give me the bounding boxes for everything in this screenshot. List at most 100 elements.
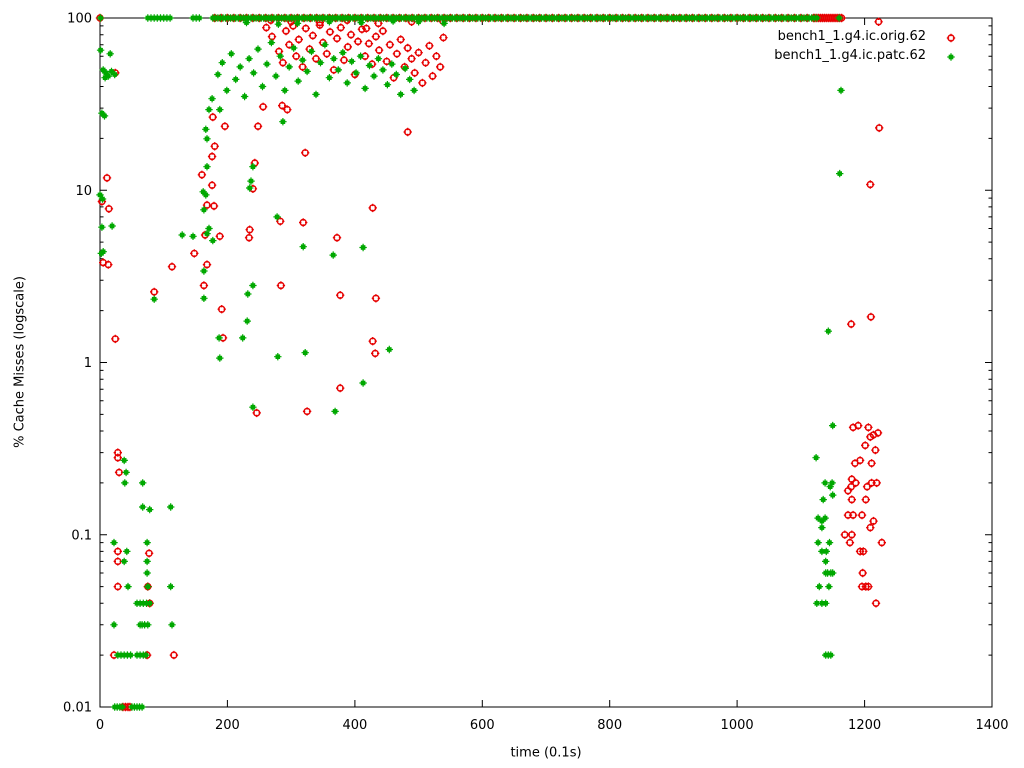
- data-point-patc: [815, 582, 823, 591]
- data-point-patc: [249, 69, 258, 77]
- data-point-patc: [123, 547, 131, 556]
- data-point-orig: [292, 52, 301, 61]
- data-point-patc: [195, 14, 204, 22]
- data-point-patc: [374, 55, 383, 63]
- data-point-patc: [329, 251, 337, 259]
- data-point-orig: [276, 281, 286, 290]
- data-point-patc: [118, 703, 126, 711]
- data-point-orig: [278, 101, 287, 110]
- data-point-orig: [866, 312, 876, 322]
- data-point-patc: [249, 163, 257, 171]
- data-point-patc: [205, 105, 213, 114]
- data-point-orig: [845, 538, 855, 547]
- data-point-orig: [382, 57, 391, 66]
- data-point-patc: [205, 224, 213, 233]
- data-point-orig: [144, 549, 154, 558]
- data-point-orig: [871, 599, 881, 608]
- data-point-orig: [104, 260, 113, 269]
- data-point-orig: [857, 510, 867, 520]
- data-point-orig: [113, 453, 122, 462]
- data-point-patc: [321, 41, 329, 49]
- data-point-orig: [843, 486, 853, 495]
- data-point-orig: [864, 423, 873, 432]
- data-point-orig: [862, 482, 872, 491]
- data-point-patc: [249, 281, 257, 290]
- data-point-patc: [397, 90, 405, 99]
- data-point-orig: [858, 568, 867, 578]
- data-point-orig: [871, 445, 880, 455]
- data-point-patc: [106, 50, 114, 58]
- data-point-patc: [330, 55, 338, 63]
- y-tick-label: 10: [75, 184, 92, 199]
- legend-entry-orig: bench1_1.g4.ic.orig.62: [640, 27, 960, 46]
- data-point-orig: [877, 538, 886, 547]
- data-point-patc: [98, 223, 106, 231]
- data-point-orig: [364, 39, 374, 48]
- data-point-patc: [124, 582, 132, 591]
- legend: bench1_1.g4.ic.orig.62 bench1_1.g4.ic.pa…: [640, 27, 960, 65]
- data-point-orig: [336, 291, 345, 300]
- data-point-orig: [872, 478, 881, 488]
- data-point-patc: [370, 72, 378, 80]
- data-point-orig: [403, 43, 412, 53]
- data-point-orig: [371, 294, 381, 303]
- data-point-patc: [98, 195, 107, 203]
- data-point-patc: [209, 236, 217, 245]
- data-point-patc: [410, 86, 418, 95]
- data-point-patc: [812, 454, 820, 462]
- data-point-patc: [223, 86, 231, 95]
- data-point-patc: [227, 50, 235, 58]
- data-point-orig: [311, 54, 321, 63]
- data-point-patc: [267, 38, 276, 47]
- data-point-orig: [847, 475, 856, 484]
- data-point-orig: [847, 495, 856, 504]
- data-point-patc: [139, 503, 147, 511]
- data-point-patc: [819, 495, 827, 504]
- data-point-patc: [218, 59, 226, 67]
- plot-border: [99, 17, 993, 708]
- data-point-orig: [332, 233, 342, 242]
- data-point-patc: [203, 229, 211, 238]
- data-point-orig: [167, 262, 177, 271]
- data-point-orig: [873, 428, 883, 438]
- data-point-orig: [410, 68, 419, 78]
- x-tick-label: 1400: [975, 718, 1008, 733]
- data-point-orig: [302, 407, 312, 416]
- data-point-patc: [101, 74, 109, 82]
- data-point-patc: [359, 379, 367, 387]
- data-point-patc: [414, 18, 423, 26]
- data-point-orig: [220, 122, 230, 131]
- data-point-orig: [262, 23, 271, 32]
- data-point-patc: [813, 14, 821, 22]
- data-point-orig: [861, 582, 870, 591]
- data-point-patc: [814, 514, 822, 522]
- data-point-orig: [199, 281, 209, 290]
- data-point-patc: [331, 407, 339, 416]
- data-point-orig: [308, 31, 317, 40]
- data-point-patc: [214, 70, 222, 79]
- data-point-orig: [253, 122, 263, 131]
- data-point-orig: [866, 180, 875, 189]
- data-point-orig: [368, 337, 377, 346]
- data-point-orig: [362, 24, 371, 33]
- data-point-patc: [818, 523, 826, 532]
- data-point-patc: [247, 177, 255, 185]
- data-point-patc: [825, 582, 833, 591]
- data-point-patc: [385, 345, 393, 354]
- data-point-orig: [322, 49, 331, 58]
- data-point-patc: [144, 582, 152, 591]
- data-point-patc: [274, 20, 283, 28]
- y-tick-label: 100: [67, 12, 92, 27]
- data-point-patc: [279, 118, 287, 126]
- data-point-patc: [254, 45, 262, 53]
- data-point-patc: [352, 69, 360, 77]
- data-point-orig: [851, 478, 860, 488]
- data-point-patc: [383, 81, 392, 89]
- data-point-patc: [167, 503, 175, 511]
- data-point-orig: [847, 319, 856, 329]
- data-point-orig: [396, 35, 405, 44]
- data-point-patc: [167, 582, 175, 591]
- data-point-patc: [243, 317, 251, 325]
- data-point-patc: [829, 421, 837, 430]
